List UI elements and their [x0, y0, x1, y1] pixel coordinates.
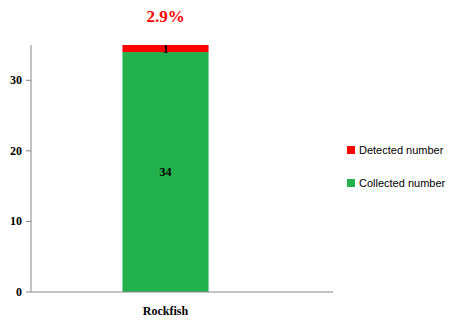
- y-tick-label: 10: [10, 214, 22, 228]
- y-tick: [26, 292, 31, 293]
- legend-swatch: [347, 146, 355, 154]
- data-label: 34: [160, 165, 172, 179]
- title: 2.9%: [146, 7, 184, 26]
- x-axis-line: [31, 292, 333, 293]
- y-tick-label: 0: [16, 285, 22, 299]
- legend-swatch: [347, 179, 355, 187]
- bar: [122, 52, 208, 292]
- chart-svg: 0 10 20 30 Rockfish 34 1 2.9% Detected number Col…: [0, 0, 466, 324]
- y-tick-label: 20: [10, 144, 22, 158]
- y-tick-label: 30: [10, 73, 22, 87]
- chart-container: 0 10 20 30 Rockfish 34 1 2.9% Detected number Col…: [0, 0, 466, 324]
- legend-label: Collected number: [359, 177, 446, 189]
- legend-label: Detected number: [359, 144, 444, 156]
- y-tick: [26, 150, 31, 151]
- y-tick: [26, 221, 31, 222]
- bars: [122, 45, 208, 292]
- data-label: 1: [163, 42, 169, 56]
- y-tick: [26, 80, 31, 81]
- y-axis-line: [31, 45, 32, 292]
- x-tick-label: Rockfish: [143, 304, 189, 318]
